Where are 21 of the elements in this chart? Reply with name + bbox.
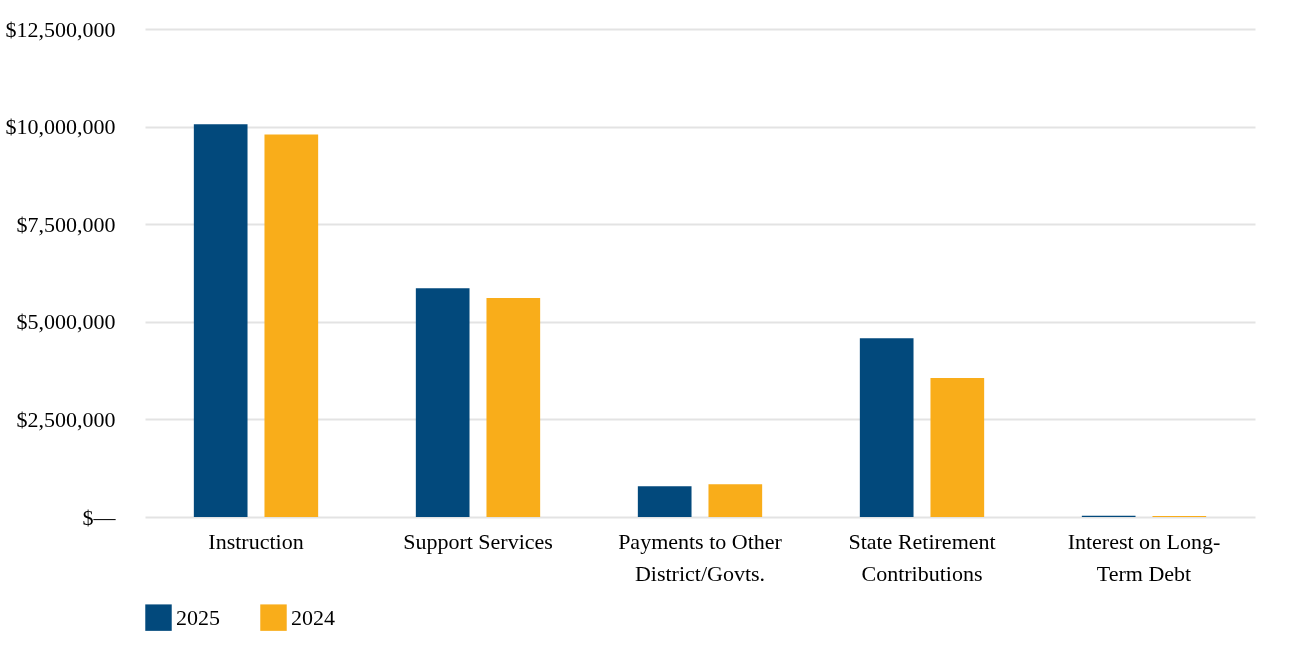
x-tick-label: State Retirement Contributions [848,528,996,586]
legend-label: 2024 [291,604,335,630]
bar [486,297,541,517]
y-tick-label: $5,000,000 [16,309,116,335]
bar [193,124,248,517]
bar [637,486,692,517]
bar [930,378,985,517]
bar [264,134,319,517]
y-tick-label: $10,000,000 [5,114,116,140]
y-tick-label: $2,500,000 [16,406,116,432]
x-tick-label: Instruction [208,528,304,554]
legend-label: 2025 [176,604,220,630]
bar [415,288,470,517]
y-tick-label: $— [82,504,117,530]
bar [859,338,914,517]
y-tick-label: $12,500,000 [5,16,116,42]
y-tick-label: $7,500,000 [16,211,116,237]
x-tick-label: Payments to Other District/Govts. [618,528,783,586]
bar [708,484,763,517]
x-tick-label: Interest on Long-Term Debt [1067,528,1221,586]
x-tick-label: Support Services [403,528,553,554]
